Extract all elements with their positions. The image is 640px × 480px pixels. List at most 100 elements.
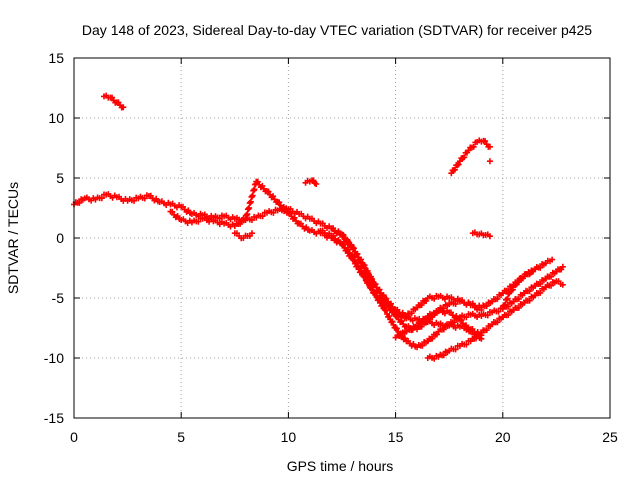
data-point [340,241,347,248]
data-point [365,270,372,277]
series-track-h [448,137,493,177]
data-point [484,312,491,319]
data-point [515,295,522,302]
data-point [502,301,509,308]
data-point [340,233,347,240]
data-point [440,305,447,312]
data-point [345,238,352,245]
y-tick-label: -5 [52,290,65,306]
data-point [499,305,506,312]
data-point [390,321,397,328]
data-point [291,214,298,221]
data-point [265,188,272,195]
data-point [452,166,459,173]
data-point [270,209,277,216]
data-point [141,195,148,202]
data-point [461,154,468,161]
data-point [361,264,368,271]
data-point [388,300,395,307]
data-point [418,319,425,326]
data-point [431,311,438,318]
x-axis-label: GPS time / hours [287,458,394,474]
data-point [515,304,522,311]
y-tick-label: 0 [56,230,64,246]
data-point [408,327,415,334]
data-point [455,161,462,168]
data-point [248,217,255,224]
series-track-j [486,158,493,165]
data-point [486,143,493,150]
data-point [389,318,396,325]
x-tick-label: 10 [281,429,297,445]
data-point [372,281,379,288]
data-point [248,230,255,237]
data-point [537,264,544,271]
data-point [505,312,512,319]
data-point [529,268,536,275]
data-point [120,104,127,111]
data-point [383,295,390,302]
series-track-d [328,225,485,319]
y-tick-label: 5 [56,170,64,186]
data-point [276,199,283,206]
data-point [368,275,375,282]
data-point [463,341,470,348]
data-point [418,301,425,308]
y-tick-label: -15 [44,410,64,426]
y-axis-label: SDTVAR / TECUs [5,182,21,294]
data-point [259,213,266,220]
data-point [549,256,556,263]
series-track-i [469,229,493,240]
data-point [470,143,477,150]
data-point [452,346,459,353]
data-point [419,342,426,349]
data-point [270,193,277,200]
data-point [478,335,485,342]
data-point [397,333,404,340]
data-point [483,327,490,334]
data-point [280,203,287,210]
data-point [526,297,533,304]
series-track-f [392,307,485,342]
series-track-l [302,177,320,187]
data-point [486,158,493,165]
data-point [483,303,490,310]
data-point [559,281,566,288]
data-point [526,288,533,295]
data-point [513,281,520,288]
data-point [237,220,244,227]
data-point [478,307,485,313]
x-tick-label: 20 [495,429,511,445]
data-point [463,314,470,321]
series-track-g [101,92,127,111]
data-point [548,273,555,280]
data-point [408,310,415,317]
x-tick-label: 5 [177,429,185,445]
data-point [501,302,508,309]
data-point [358,260,365,267]
data-point [195,218,202,225]
y-tick-label: 15 [48,50,64,66]
data-point [357,256,364,263]
data-point [350,245,357,252]
data-point [458,317,465,324]
data-point [393,325,400,332]
data-point [537,280,544,287]
data-point [286,210,293,217]
data-point [509,286,516,293]
data-point [494,295,501,302]
axes: 0 5 10 15 20 25 -15 -10 -5 0 5 10 15 [44,50,618,445]
data-point [463,322,470,329]
x-tick-label: 0 [70,429,78,445]
data-point [486,233,493,240]
data-point [347,251,354,258]
data-point [440,352,447,359]
data-point [76,199,83,206]
data-point [504,295,511,302]
data-point [376,286,383,293]
data-point [495,308,502,315]
data-point [313,181,320,187]
chart-title: Day 148 of 2023, Sidereal Day-to-day VTE… [82,22,592,38]
series-track-m [499,268,536,312]
